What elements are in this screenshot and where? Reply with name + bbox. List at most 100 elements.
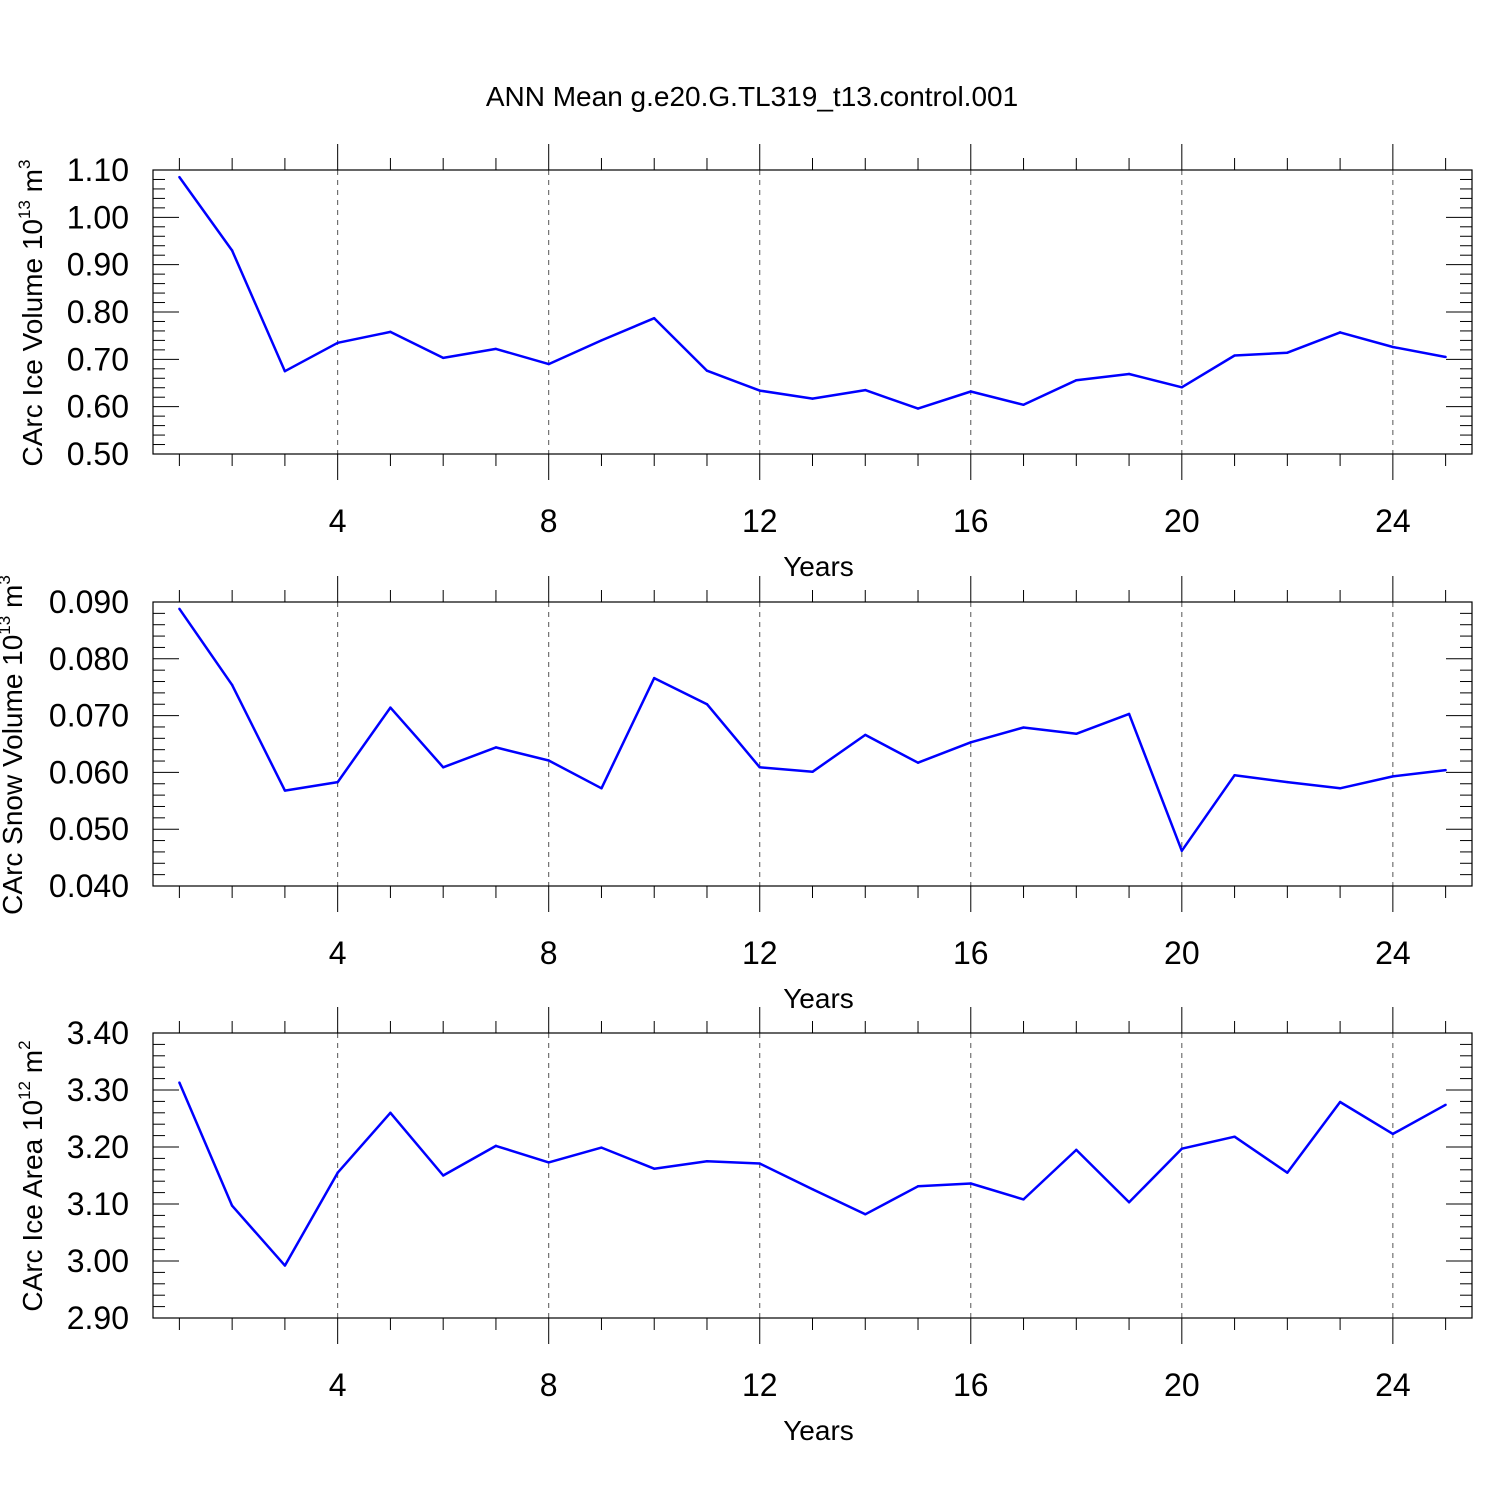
y-axis-label: CArc Ice Volume 1013 m3 (15, 160, 48, 467)
data-point (389, 330, 392, 334)
data-point (547, 362, 550, 366)
data-point (1075, 378, 1078, 382)
series-line-ice-volume (178, 176, 1446, 410)
data-point (1127, 372, 1131, 376)
data-point (1286, 351, 1289, 354)
data-point (1180, 386, 1184, 389)
data-point (811, 1187, 814, 1191)
data-point (178, 1081, 181, 1084)
data-point (1391, 1132, 1395, 1136)
y-tick-label: 0.070 (49, 698, 129, 734)
y-tick-label: 3.40 (67, 1015, 129, 1051)
data-point (1444, 1103, 1447, 1107)
data-point (758, 1162, 761, 1165)
data-point (1075, 732, 1078, 735)
y-axis-label-text: CArc Snow Volume 10 (0, 635, 28, 915)
y-tick-label: 0.040 (49, 868, 129, 904)
x-tick-label: 20 (1164, 1367, 1200, 1403)
data-point (600, 1146, 603, 1149)
y-axis-label-exponent: 13 (15, 200, 34, 219)
y-axis-label-unit: m (17, 1050, 48, 1081)
y-axis-label-unit-exponent: 2 (15, 1040, 34, 1049)
data-point (600, 787, 603, 790)
panel-ice-volume: 4 8 12 16 20 24 0.50 0.60 0.70 0.80 0.90 1.00 1.10 Ye… (15, 144, 1473, 582)
x-tick-label: 4 (329, 935, 347, 971)
x-tick-label: 4 (329, 1367, 347, 1403)
data-point (864, 1213, 867, 1216)
y-tick-label: 3.10 (67, 1186, 129, 1222)
series-line-ice-area (178, 1082, 1447, 1267)
data-point (653, 316, 656, 320)
data-point (283, 369, 287, 373)
data-point (1127, 712, 1131, 716)
data-point (916, 407, 920, 410)
x-axis-label: Years (783, 983, 854, 1014)
data-point (1180, 1147, 1184, 1150)
y-axis-label: CArc Ice Area 1012 m2 (15, 1040, 48, 1311)
x-tick-label: 4 (329, 503, 347, 539)
plot-frame (152, 1032, 1473, 1319)
data-point (547, 759, 550, 762)
data-point (1338, 1100, 1342, 1104)
data-point (441, 766, 445, 769)
data-point (1286, 1171, 1289, 1174)
y-tick-label: 0.80 (67, 294, 129, 330)
data-point (916, 761, 920, 764)
data-point (705, 703, 709, 706)
data-point (969, 1182, 972, 1185)
y-tick-label: 0.060 (49, 754, 129, 790)
y-tick-label: 0.050 (49, 811, 129, 847)
data-point (1444, 768, 1447, 772)
x-tick-label: 16 (953, 503, 989, 539)
y-axis-label-unit-exponent: 3 (15, 160, 34, 169)
y-tick-label: 0.080 (49, 641, 129, 677)
x-tick-label: 24 (1375, 503, 1411, 539)
y-axis-label-unit-exponent: 3 (0, 575, 14, 584)
data-point (1022, 1198, 1025, 1201)
data-point (969, 741, 972, 744)
x-axis-label: Years (783, 1415, 854, 1446)
data-point (494, 347, 498, 351)
data-point (1286, 780, 1289, 784)
data-point (653, 676, 656, 680)
data-point (283, 1264, 287, 1267)
data-point (1022, 403, 1025, 406)
data-point (1233, 354, 1236, 357)
data-point (1391, 345, 1395, 349)
data-point (758, 389, 761, 392)
y-tick-label: 2.90 (67, 1300, 129, 1336)
data-point (1391, 775, 1395, 778)
x-tick-label: 24 (1375, 935, 1411, 971)
plot-frame (152, 169, 1473, 455)
y-axis-label-exponent: 13 (0, 616, 14, 635)
data-point (1022, 726, 1025, 729)
y-axis-label-unit: m (17, 169, 48, 200)
y-tick-label: 0.090 (49, 584, 129, 620)
data-point (441, 356, 445, 360)
y-axis-label-text: CArc Ice Volume 10 (17, 219, 48, 466)
data-point (811, 770, 814, 774)
data-point (916, 1185, 920, 1188)
data-point (864, 388, 867, 392)
data-point (864, 733, 867, 737)
figure-title: ANN Mean g.e20.G.TL319_t13.control.001 (486, 81, 1018, 112)
y-tick-label: 0.70 (67, 341, 129, 377)
y-tick-label: 0.60 (67, 389, 129, 425)
panel-snow-volume: 4 8 12 16 20 24 0.040 0.050 0.060 0.070 0.080 0.090… (0, 575, 1473, 1014)
x-tick-label: 16 (953, 1367, 989, 1403)
data-point (705, 369, 709, 372)
y-tick-label: 3.30 (67, 1072, 129, 1108)
data-point (1338, 331, 1342, 334)
data-point (178, 175, 181, 179)
x-tick-label: 12 (742, 935, 778, 971)
data-point (600, 339, 603, 342)
y-tick-label: 0.90 (67, 247, 129, 283)
x-tick-label: 8 (540, 1367, 558, 1403)
series-line-snow-volume (178, 608, 1446, 853)
y-axis-label-unit: m (0, 585, 28, 616)
y-axis-label-text: CArc Ice Area 10 (17, 1100, 48, 1312)
data-point (1444, 355, 1447, 359)
plot-frame (152, 601, 1473, 887)
data-point (230, 249, 234, 252)
